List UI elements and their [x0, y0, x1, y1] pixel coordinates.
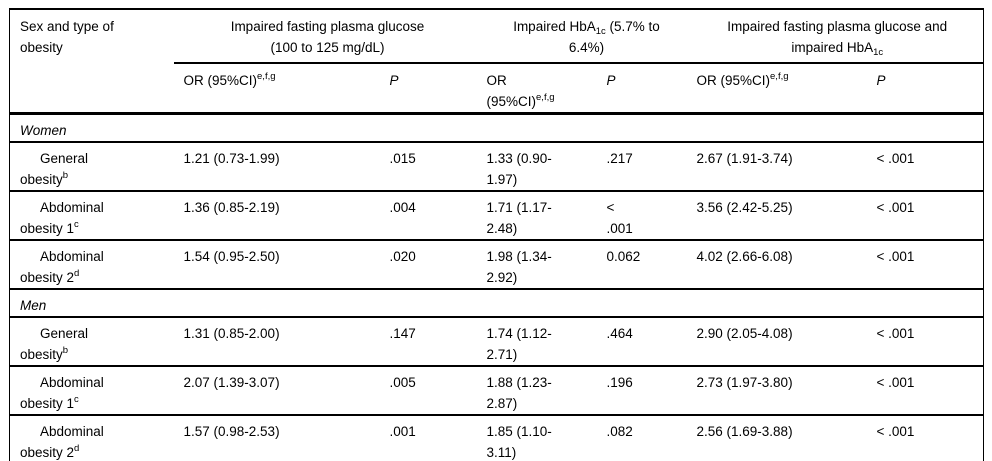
p-value-cell: .082 — [606, 424, 633, 439]
p-value-cell: .005 — [389, 375, 416, 390]
column-header-p-3: P — [876, 73, 886, 88]
section-label: Men — [20, 298, 47, 313]
column-group-impaired-fpg: Impaired fasting plasma glucose (100 to … — [173, 9, 482, 64]
section-label: Women — [20, 123, 67, 138]
p-value-cell: .196 — [606, 375, 633, 390]
or-value-cell: 2.67 (1.91-3.74) — [696, 151, 793, 166]
column-group-impaired-hba1c: Impaired HbA1c (5.7% to 6.4%) — [481, 9, 692, 64]
column-header-sex-type: Sex and type of obesity — [9, 9, 174, 115]
column-group-label: Impaired fasting plasma glucose and impa… — [727, 19, 948, 58]
or-value-cell: 1.33 (0.90-1.97) — [486, 151, 552, 187]
or-value-cell: 1.36 (0.85-2.19) — [183, 200, 280, 215]
stub-header-label: Sex and type of obesity — [20, 19, 114, 55]
row-label: Abdominal obesity 2d — [20, 249, 104, 285]
or-value-cell: 2.07 (1.39-3.07) — [183, 375, 280, 390]
column-group-combined: Impaired fasting plasma glucose and impa… — [691, 9, 984, 64]
table-row: Abdominal obesity 1c 1.36 (0.85-2.19) .0… — [9, 191, 984, 240]
column-group-label: Impaired HbA1c (5.7% to 6.4%) — [513, 19, 660, 55]
or-value-cell: 1.74 (1.12-2.71) — [486, 326, 552, 362]
row-label: Abdominal obesity 1c — [20, 200, 104, 236]
p-value-cell: .004 — [389, 200, 416, 215]
p-value-cell: < .001 — [876, 151, 915, 166]
column-group-label: Impaired fasting plasma glucose (100 to … — [230, 19, 425, 55]
p-value-cell: < .001 — [606, 200, 633, 236]
p-value-cell: .217 — [606, 151, 633, 166]
p-value-cell: < .001 — [876, 375, 915, 390]
or-value-cell: 2.73 (1.97-3.80) — [696, 375, 793, 390]
p-value-cell: .147 — [389, 326, 416, 341]
or-value-cell: 1.57 (0.98-2.53) — [183, 424, 280, 439]
table-row: Abdominal obesity 2d 1.57 (0.98-2.53) .0… — [10, 415, 984, 461]
column-header-or-2: OR (95%CI)e,f,g — [486, 73, 555, 109]
p-value-cell: .464 — [606, 326, 633, 341]
or-value-cell: 1.71 (1.17-2.48) — [486, 200, 552, 236]
or-value-cell: 1.85 (1.10-3.11) — [486, 424, 552, 460]
results-table: Sex and type of obesity Impaired fasting… — [9, 8, 984, 461]
column-header-or-3: OR (95%CI)e,f,g — [696, 70, 789, 88]
p-value-cell: .015 — [389, 151, 416, 166]
column-header-or-1: OR (95%CI)e,f,g — [183, 70, 276, 88]
or-value-cell: 1.21 (0.73-1.99) — [183, 151, 280, 166]
p-value-cell: < .001 — [876, 424, 915, 439]
or-value-cell: 1.31 (0.85-2.00) — [183, 326, 280, 341]
column-header-p-1: P — [389, 73, 399, 88]
p-value-cell: < .001 — [876, 326, 915, 341]
p-value-cell: 0.062 — [606, 249, 641, 264]
header-spanner-row: Sex and type of obesity Impaired fasting… — [9, 9, 984, 115]
or-value-cell: 1.98 (1.34-2.92) — [486, 249, 552, 285]
row-label: General obesityb — [20, 151, 89, 187]
table-row: General obesityb 1.21 (0.73-1.99) .015 1… — [9, 142, 984, 191]
row-label: Abdominal obesity 2d — [20, 424, 104, 460]
section-row-women: Women — [9, 114, 984, 142]
or-value-cell: 4.02 (2.66-6.08) — [696, 249, 793, 264]
p-value-cell: < .001 — [876, 249, 915, 264]
or-value-cell: 2.56 (1.69-3.88) — [696, 424, 793, 439]
or-value-cell: 1.88 (1.23-2.87) — [486, 375, 552, 411]
row-label: Abdominal obesity 1c — [20, 375, 104, 411]
p-value-cell: .020 — [389, 249, 416, 264]
section-row-men: Men — [9, 289, 984, 317]
p-value-cell: .001 — [389, 424, 416, 439]
table-row: General obesityb 1.31 (0.85-2.00) .147 1… — [9, 317, 984, 366]
header-subrow: OR (95%CI)e,f,g P OR (95%CI)e,f,g P OR (… — [9, 63, 984, 114]
p-value-cell: < .001 — [876, 200, 915, 215]
row-label: General obesityb — [20, 326, 89, 362]
or-value-cell: 2.90 (2.05-4.08) — [696, 326, 793, 341]
or-value-cell: 3.56 (2.42-5.25) — [696, 200, 793, 215]
column-header-p-2: P — [606, 73, 616, 88]
or-value-cell: 1.54 (0.95-2.50) — [183, 249, 280, 264]
table-row: Abdominal obesity 2d 1.54 (0.95-2.50) .0… — [9, 240, 984, 289]
table-row: Abdominal obesity 1c 2.07 (1.39-3.07) .0… — [9, 366, 984, 415]
